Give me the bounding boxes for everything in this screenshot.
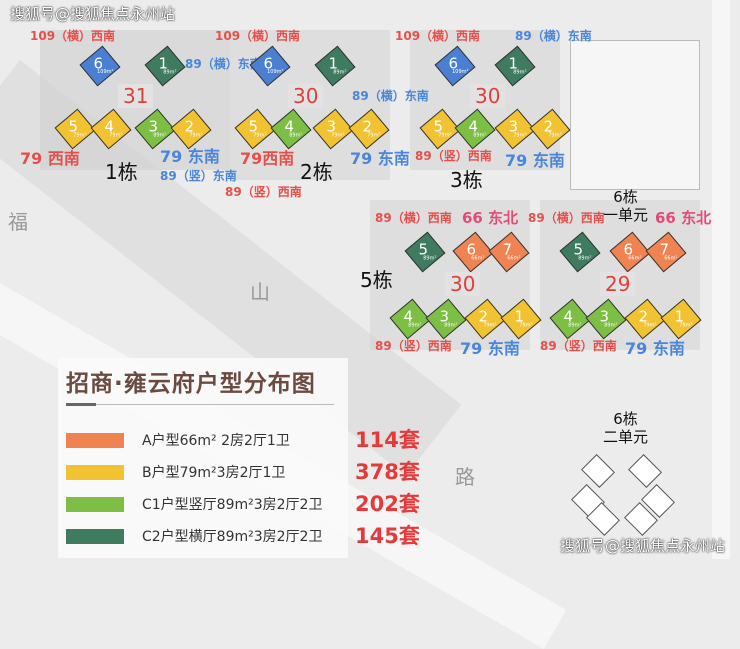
- unit-area: 66m²: [471, 254, 485, 261]
- legend-count-c2: 145套: [355, 524, 420, 548]
- unit-area: 79m²: [189, 131, 203, 138]
- unit-area: 79m²: [109, 131, 123, 138]
- legend-count-c1: 202套: [355, 492, 420, 516]
- unit-area: 89m²: [289, 131, 303, 138]
- unit-area: 79m²: [513, 131, 527, 138]
- floor-count: 30: [470, 84, 506, 108]
- unit-area: 79m²: [73, 131, 87, 138]
- orientation-label: 79 西南: [20, 149, 80, 168]
- legend-item-c1: C1户型竖厅89m²3房2厅2卫: [66, 494, 322, 514]
- building-name: 6栋 一单元: [603, 188, 648, 224]
- orientation-label: 109（横）西南: [215, 29, 301, 43]
- building-name: 6栋 二单元: [603, 410, 648, 446]
- unit-area: 79m²: [548, 131, 562, 138]
- unit-area: 79m²: [438, 131, 452, 138]
- swatch: [66, 496, 124, 512]
- floor-count: 31: [118, 84, 154, 108]
- orientation-label: 79 东南: [160, 147, 220, 166]
- orientation-label: 79 东南: [625, 339, 685, 358]
- unit-area: 109m²: [266, 68, 284, 75]
- building-number: 6栋: [613, 410, 638, 428]
- unit-area: 89m²: [604, 321, 618, 328]
- floor-count: 30: [445, 272, 481, 296]
- unit-area: 89m²: [333, 68, 347, 75]
- unit-area: 89m²: [578, 254, 592, 261]
- orientation-label: 79 东南: [350, 149, 410, 168]
- building-number: 6栋: [613, 188, 638, 206]
- building-name: 3栋: [450, 168, 483, 192]
- orientation-label: 89（竖）西南: [415, 149, 492, 163]
- unit-area: 89m²: [568, 321, 582, 328]
- floor-count: 30: [288, 84, 324, 108]
- orientation-label: 79 东南: [505, 151, 565, 170]
- orientation-label: 66 东北: [655, 209, 712, 227]
- unit-blank: [628, 454, 662, 488]
- divider: [66, 404, 334, 405]
- orientation-label: 89（横）西南: [375, 211, 452, 225]
- building-name: 2栋: [300, 160, 333, 184]
- page-title: 招商·雍云府户型分布图: [66, 371, 316, 397]
- orientation-label: 79西南: [240, 149, 295, 168]
- legend-count-b: 378套: [355, 460, 420, 484]
- map-label-shan: 山: [250, 280, 270, 304]
- orientation-label: 89（竖）西南: [375, 339, 452, 353]
- legend-label: C1户型竖厅89m²3房2厅2卫: [142, 497, 323, 513]
- unit-area: 79m²: [253, 131, 267, 138]
- unit-area: 66m²: [628, 254, 642, 261]
- orientation-label: 89（竖）东南: [160, 169, 237, 183]
- unit-area: 89m²: [473, 131, 487, 138]
- legend-label: C2户型横厅89m²3房2厅2卫: [142, 529, 323, 545]
- swatch: [66, 464, 124, 480]
- orientation-label: 89（竖）西南: [225, 185, 302, 199]
- unit-area: 79m²: [367, 131, 381, 138]
- road-east: [712, 0, 730, 559]
- unit-area: 66m²: [664, 254, 678, 261]
- map-label-lu: 路: [455, 465, 475, 489]
- swatch: [66, 432, 124, 448]
- unit-area: 89m²: [408, 321, 422, 328]
- unit-area: 89m²: [163, 68, 177, 75]
- building-unit: 一单元: [603, 206, 649, 224]
- unit-area: 79m²: [679, 321, 693, 328]
- legend-item-b: B户型79m²3房2厅1卫: [66, 462, 285, 482]
- building-name: 1栋: [105, 160, 138, 184]
- unit-area: 89m²: [423, 254, 437, 261]
- orientation-label: 89（横）东南: [515, 29, 592, 43]
- legend-label: B户型79m²3房2厅1卫: [142, 465, 286, 481]
- building-unit: 二单元: [603, 428, 649, 446]
- orientation-label: 89（横）东南: [352, 89, 429, 103]
- unit-area: 109m²: [96, 68, 114, 75]
- orientation-label: 79 东南: [460, 339, 520, 358]
- watermark: 搜狐号@搜狐焦点永州站: [560, 537, 726, 555]
- unit-area: 89m²: [513, 68, 527, 75]
- orientation-label: 89（横）东南: [185, 57, 262, 71]
- orientation-label: 89（竖）西南: [540, 339, 617, 353]
- unit-area: 89m²: [153, 131, 167, 138]
- watermark: 搜狐号@搜狐焦点永州站: [10, 5, 176, 23]
- unit-area: 89m²: [444, 321, 458, 328]
- unit-area: 79m²: [483, 321, 497, 328]
- clubhouse: [570, 40, 700, 190]
- swatch: [66, 528, 124, 544]
- orientation-label: 109（横）西南: [30, 29, 116, 43]
- orientation-label: 66 东北: [462, 209, 519, 227]
- legend-count-a: 114套: [355, 428, 420, 452]
- floor-count: 29: [600, 272, 636, 296]
- unit-area: 79m²: [519, 321, 533, 328]
- map-label-fu: 福: [8, 210, 28, 234]
- orientation-label: 109（横）西南: [395, 29, 481, 43]
- legend-label: A户型66m² 2房2厅1卫: [142, 433, 290, 449]
- unit-area: 66m²: [507, 254, 521, 261]
- unit-area: 109m²: [451, 68, 469, 75]
- divider-accent: [66, 403, 96, 406]
- orientation-label: 89（横）西南: [528, 211, 605, 225]
- legend: 招商·雍云府户型分布图 A户型66m² 2房2厅1卫 B户型79m²3房2厅1卫…: [58, 358, 348, 558]
- building-name: 5栋: [360, 268, 393, 292]
- legend-item-a: A户型66m² 2房2厅1卫: [66, 430, 290, 450]
- legend-item-c2: C2户型横厅89m²3房2厅2卫: [66, 526, 322, 546]
- unit-area: 79m²: [331, 131, 345, 138]
- unit-area: 79m²: [643, 321, 657, 328]
